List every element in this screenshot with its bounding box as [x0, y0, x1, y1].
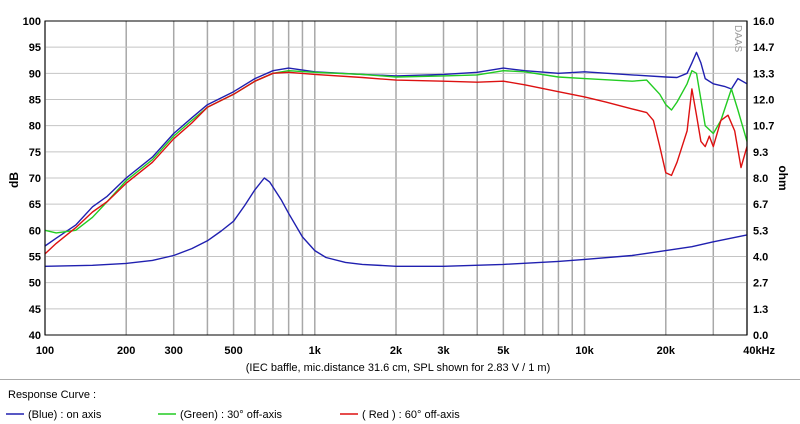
x-tick-label: 10k	[575, 345, 594, 357]
chart-caption: (IEC baffle, mic.distance 31.6 cm, SPL s…	[246, 362, 550, 374]
legend-label: (Green) : 30° off-axis	[180, 409, 283, 421]
series-line-60-off-axis	[44, 71, 748, 255]
series-line-on-axis	[44, 51, 748, 247]
y-tick-label-left: 75	[29, 147, 41, 159]
y-tick-label-left: 80	[29, 121, 41, 133]
y-tick-label-right: 6.7	[753, 199, 768, 211]
chart-series	[44, 51, 748, 267]
y-tick-label-left: 55	[29, 252, 41, 264]
y-tick-label-left: 50	[29, 278, 41, 290]
y-tick-label-right: 9.3	[753, 147, 768, 159]
legend-label: (Blue) : on axis	[28, 409, 102, 421]
series-line-impedance	[44, 177, 748, 267]
y-tick-label-left: 40	[29, 330, 41, 342]
chart-grid	[44, 20, 748, 336]
legend-label: ( Red ) : 60° off-axis	[362, 409, 460, 421]
watermark: DAAS	[732, 25, 743, 53]
y-tick-label-right: 5.3	[753, 225, 768, 237]
y-ticks-right: 0.0 1.3 2.7 4.0 5.3 6.7 8.0 9.3 10.7 12.0 13.3 14.7…	[753, 16, 774, 342]
y-tick-label-right: 4.0	[753, 252, 768, 264]
y-tick-label-right: 0.0	[753, 330, 768, 342]
x-tick-label: 5k	[497, 345, 510, 357]
plot-frame	[44, 20, 748, 336]
y-tick-label-right: 2.7	[753, 278, 768, 290]
x-tick-label: 1k	[309, 345, 322, 357]
x-tick-label: 500	[224, 345, 242, 357]
y-tick-label-right: 16.0	[753, 16, 774, 28]
y-tick-label-left: 60	[29, 225, 41, 237]
y-tick-label-right: 8.0	[753, 173, 768, 185]
y-tick-label-left: 95	[29, 42, 41, 54]
y-tick-label-right: 13.3	[753, 68, 774, 80]
x-ticks: 100 200 300 500 1k 2k 3k 5k 10k 20k 40kHz	[36, 345, 776, 357]
x-tick-label: 200	[117, 345, 135, 357]
x-tick-label: 2k	[390, 345, 403, 357]
x-tick-label: 3k	[437, 345, 450, 357]
legend-title: Response Curve :	[8, 389, 96, 401]
y-tick-label-right: 14.7	[753, 42, 774, 54]
x-tick-label: 100	[36, 345, 54, 357]
y-tick-label-left: 100	[23, 16, 41, 28]
y-ticks-left: 40 45 50 55 60 65 70 75 80 85 90 95 100	[23, 16, 41, 342]
y-axis-label-left: dB	[7, 172, 21, 188]
y-tick-label-right: 10.7	[753, 121, 774, 133]
y-tick-label-left: 85	[29, 95, 41, 107]
y-tick-label-right: 12.0	[753, 95, 774, 107]
series-line-30-off-axis	[44, 70, 748, 234]
y-tick-label-left: 90	[29, 68, 41, 80]
y-tick-label-right: 1.3	[753, 304, 768, 316]
x-tick-label: 20k	[657, 345, 676, 357]
y-axis-label-right: ohm	[776, 165, 790, 190]
y-tick-label-left: 70	[29, 173, 41, 185]
x-tick-label: 300	[165, 345, 183, 357]
y-tick-label-left: 45	[29, 304, 41, 316]
y-tick-label-left: 65	[29, 199, 41, 211]
x-tick-label: 40kHz	[743, 345, 775, 357]
legend: (Blue) : on axis (Green) : 30° off-axis ( …	[6, 409, 460, 421]
